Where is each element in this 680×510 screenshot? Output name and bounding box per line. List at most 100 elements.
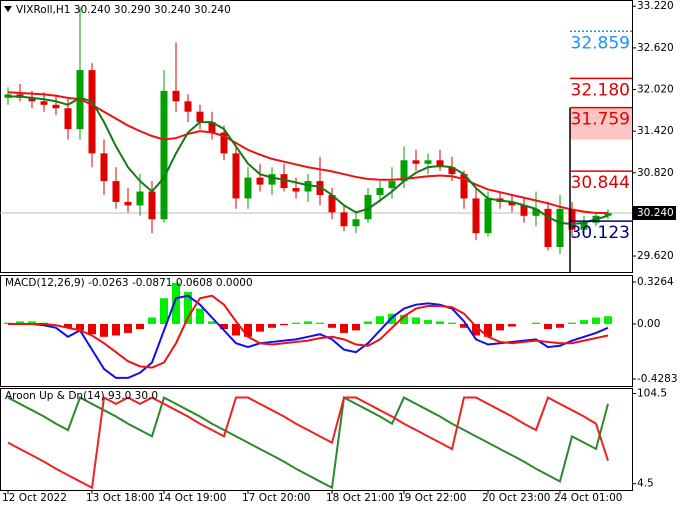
histogram-bar — [232, 323, 240, 336]
y-tick-label: 29.620 — [637, 250, 674, 262]
y-tick-label: 30.820 — [637, 167, 674, 179]
candle-body — [556, 208, 564, 248]
indicator-line — [7, 396, 609, 490]
candle-body — [184, 101, 192, 112]
candle-body — [160, 90, 168, 220]
candle-body — [400, 160, 408, 182]
histogram-bar — [448, 322, 456, 324]
histogram-bar — [244, 323, 252, 337]
histogram-bar — [76, 323, 84, 331]
price-level-label: 32.859 — [571, 33, 630, 53]
histogram-bar — [328, 323, 336, 328]
histogram-bar — [124, 323, 132, 333]
histogram-bar — [604, 316, 612, 324]
histogram-bar — [316, 322, 324, 324]
candle-body — [316, 181, 324, 195]
candle-body — [172, 90, 180, 102]
chart-title: VIXRoll,H1 30.240 30.290 30.240 30.240 — [16, 4, 231, 16]
candle-body — [52, 104, 60, 109]
y-tick-label: -0.4283 — [637, 373, 678, 385]
menu-arrow — [4, 6, 12, 12]
candle-body — [292, 188, 300, 192]
candle-body — [544, 208, 552, 248]
candle-body — [124, 201, 132, 206]
candle-body — [340, 212, 348, 227]
histogram-bar — [580, 320, 588, 324]
candle-body — [256, 177, 264, 185]
histogram-bar — [28, 321, 36, 324]
histogram-bar — [376, 316, 384, 324]
price-level-label: 30.123 — [571, 223, 630, 243]
histogram-bar — [496, 323, 504, 331]
candle-body — [568, 208, 576, 230]
y-tick-label: 4.5 — [637, 478, 654, 490]
x-tick-label: 13 Oct 18:00 — [86, 492, 154, 504]
histogram-bar — [220, 323, 228, 330]
candle-body — [220, 132, 228, 154]
histogram-bar — [568, 322, 576, 324]
candle-body — [580, 222, 588, 230]
candle-body — [268, 174, 276, 185]
histogram-bar — [508, 323, 516, 327]
indicator-line — [7, 91, 608, 215]
candle-body — [280, 174, 288, 189]
indicator-line — [8, 95, 609, 226]
candle-body — [448, 167, 456, 175]
y-tick-label: 32.020 — [637, 84, 674, 96]
y-tick-label: 104.5 — [637, 388, 667, 400]
x-tick-label: 24 Oct 01:00 — [554, 492, 622, 504]
candle-body — [388, 181, 396, 189]
x-tick-label: 19 Oct 22:00 — [398, 492, 466, 504]
histogram-bar — [352, 323, 360, 331]
histogram-bar — [364, 321, 372, 324]
candle-body — [100, 153, 108, 182]
histogram-bar — [304, 321, 312, 324]
histogram-bar — [436, 321, 444, 324]
histogram-bar — [196, 308, 204, 324]
candle-body — [208, 122, 216, 133]
candle-body — [436, 160, 444, 168]
aroon-panel — [0, 388, 633, 491]
histogram-bar — [532, 322, 540, 324]
histogram-bar — [280, 323, 288, 326]
histogram-bar — [556, 323, 564, 328]
candle-body — [196, 111, 204, 123]
y-tick-label: 0.3264 — [637, 276, 674, 288]
price-panel — [0, 0, 633, 273]
histogram-bar — [88, 323, 96, 335]
price-level-label: 32.180 — [571, 80, 630, 100]
candle-body — [112, 181, 120, 202]
histogram-bar — [484, 323, 492, 337]
histogram-bar — [208, 321, 216, 324]
histogram-bar — [136, 323, 144, 330]
candle-body — [604, 213, 612, 216]
candle-body — [88, 70, 96, 154]
histogram-bar — [400, 314, 408, 324]
current-price-box — [632, 206, 676, 221]
candle-body — [136, 191, 144, 206]
candle-body — [424, 160, 432, 164]
candle-body — [28, 97, 36, 102]
histogram-bar — [172, 282, 180, 324]
candle-body — [460, 174, 468, 199]
candle-body — [244, 177, 252, 199]
candle-body — [304, 181, 312, 192]
histogram-bar — [16, 321, 24, 324]
indicator-line — [8, 294, 609, 369]
histogram-bar — [184, 291, 192, 324]
y-tick-label: 31.420 — [637, 125, 674, 137]
y-tick-label: 33.220 — [637, 0, 674, 12]
chart-title: MACD(12,26,9) -0.0263 -0.0871 0.0608 0.0… — [5, 277, 253, 289]
histogram-bar — [472, 323, 480, 336]
candle-body — [472, 198, 480, 234]
histogram-bar — [592, 317, 600, 324]
histogram-bar — [268, 323, 276, 328]
candle-body — [328, 194, 336, 213]
histogram-bar — [412, 317, 420, 324]
histogram-bar — [544, 323, 552, 330]
indicator-line — [7, 396, 609, 490]
histogram-bar — [64, 323, 72, 328]
x-tick-label: 17 Oct 20:00 — [242, 492, 310, 504]
x-tick-label: 12 Oct 2022 — [2, 492, 67, 504]
